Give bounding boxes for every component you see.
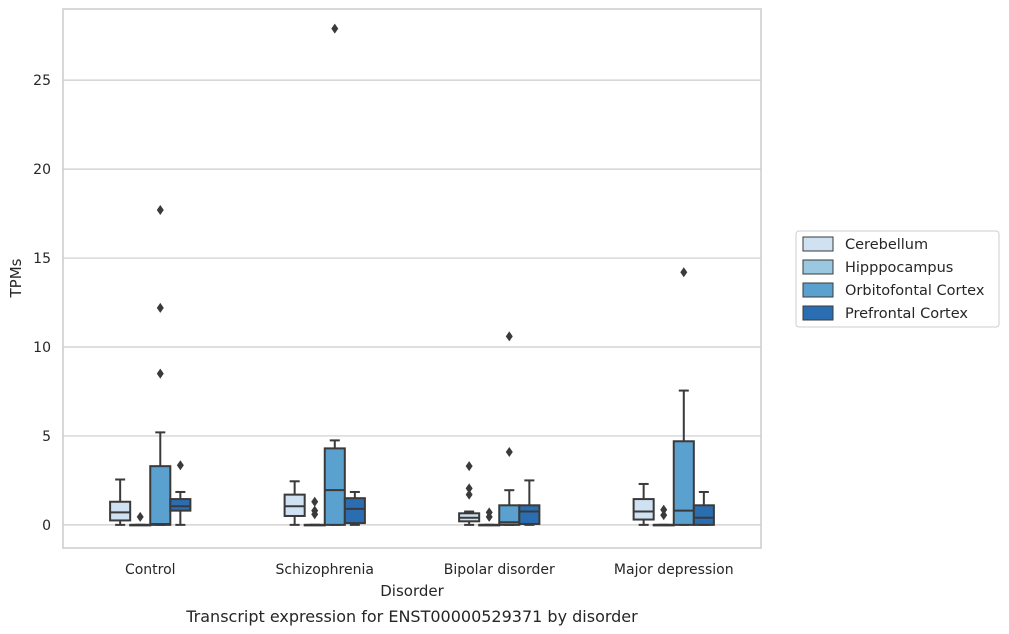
- box-body: [672, 440, 695, 526]
- x-tick-label-1: Schizophrenia: [276, 562, 374, 578]
- outlier-point-0: [505, 446, 513, 457]
- box-body: [343, 497, 366, 525]
- box-body: [692, 504, 715, 526]
- outlier-point-0: [660, 510, 668, 521]
- box-body: [518, 504, 541, 525]
- outlier-point-2: [156, 205, 164, 216]
- y-tick-labels: 0 5 10 15 20 25: [33, 73, 51, 534]
- legend-label-1: Hipppocampus: [845, 260, 953, 276]
- outlier-point-0: [465, 489, 473, 500]
- outlier-point-1: [660, 504, 668, 515]
- outlier-point-2: [465, 461, 473, 472]
- box-body: [149, 465, 172, 526]
- legend-swatch-3: [802, 305, 834, 321]
- box-body: [109, 500, 132, 522]
- x-axis-label: Disorder: [380, 582, 444, 600]
- x-tick-labels: Control Schizophrenia Bipolar disorder Majo…: [125, 562, 734, 578]
- legend: Cerebellum Hipppocampus Orbitofontal Corte…: [795, 230, 1000, 328]
- y-tick-label-15: 15: [33, 251, 51, 267]
- box-3-2: [518, 479, 541, 526]
- legend-swatch-0: [802, 236, 834, 252]
- box-2-2: [498, 331, 521, 526]
- plot-area-frame: [62, 8, 762, 549]
- outlier-point-1: [311, 505, 319, 516]
- y-tick-label-20: 20: [33, 162, 51, 178]
- box-2-1: [323, 23, 346, 526]
- box-2-3: [672, 267, 695, 526]
- legend-swatch-2: [802, 282, 834, 298]
- outlier-point-2: [311, 496, 319, 507]
- outlier-point-0: [136, 511, 144, 522]
- box-2-0: [149, 205, 172, 526]
- box-3-3: [692, 490, 715, 526]
- box-0-0: [109, 478, 132, 526]
- box-1-1: [303, 496, 326, 527]
- outlier-point-0: [680, 267, 688, 278]
- y-tick-label-25: 25: [33, 73, 51, 89]
- box-body: [169, 498, 192, 512]
- outlier-point-1: [485, 507, 493, 518]
- outlier-point-0: [156, 368, 164, 379]
- outlier-point-0: [331, 23, 339, 34]
- legend-label-2: Orbitofontal Cortex: [845, 283, 985, 299]
- outlier-point-1: [465, 483, 473, 494]
- x-tick-label-3: Major depression: [614, 562, 734, 578]
- outlier-point-1: [505, 331, 513, 342]
- box-1-3: [652, 504, 675, 527]
- x-tick-label-0: Control: [125, 562, 176, 578]
- box-1-0: [129, 511, 152, 527]
- box-3-0: [169, 460, 192, 526]
- y-tick-label-10: 10: [33, 340, 51, 356]
- box-0-3: [632, 482, 655, 526]
- legend-label-0: Cerebellum: [845, 237, 928, 253]
- x-tick-label-2: Bipolar disorder: [444, 562, 555, 578]
- y-tick-label-0: 0: [42, 518, 51, 534]
- gridlines: [63, 79, 761, 526]
- box-body: [323, 447, 346, 526]
- box-0-2: [458, 461, 481, 526]
- box-1-2: [478, 507, 501, 527]
- box-series: [109, 23, 715, 527]
- outlier-point-1: [156, 302, 164, 313]
- y-tick-label-5: 5: [42, 429, 51, 445]
- box-3-1: [343, 490, 366, 526]
- legend-frame: [795, 230, 1000, 328]
- box-0-1: [283, 480, 306, 526]
- outlier-point-0: [176, 460, 184, 471]
- figure-caption: Transcript expression for ENST0000052937…: [185, 607, 638, 626]
- box-body: [632, 498, 655, 521]
- y-axis-label: TPMs: [7, 258, 25, 298]
- legend-swatch-1: [802, 259, 834, 275]
- legend-label-3: Prefrontal Cortex: [845, 306, 968, 322]
